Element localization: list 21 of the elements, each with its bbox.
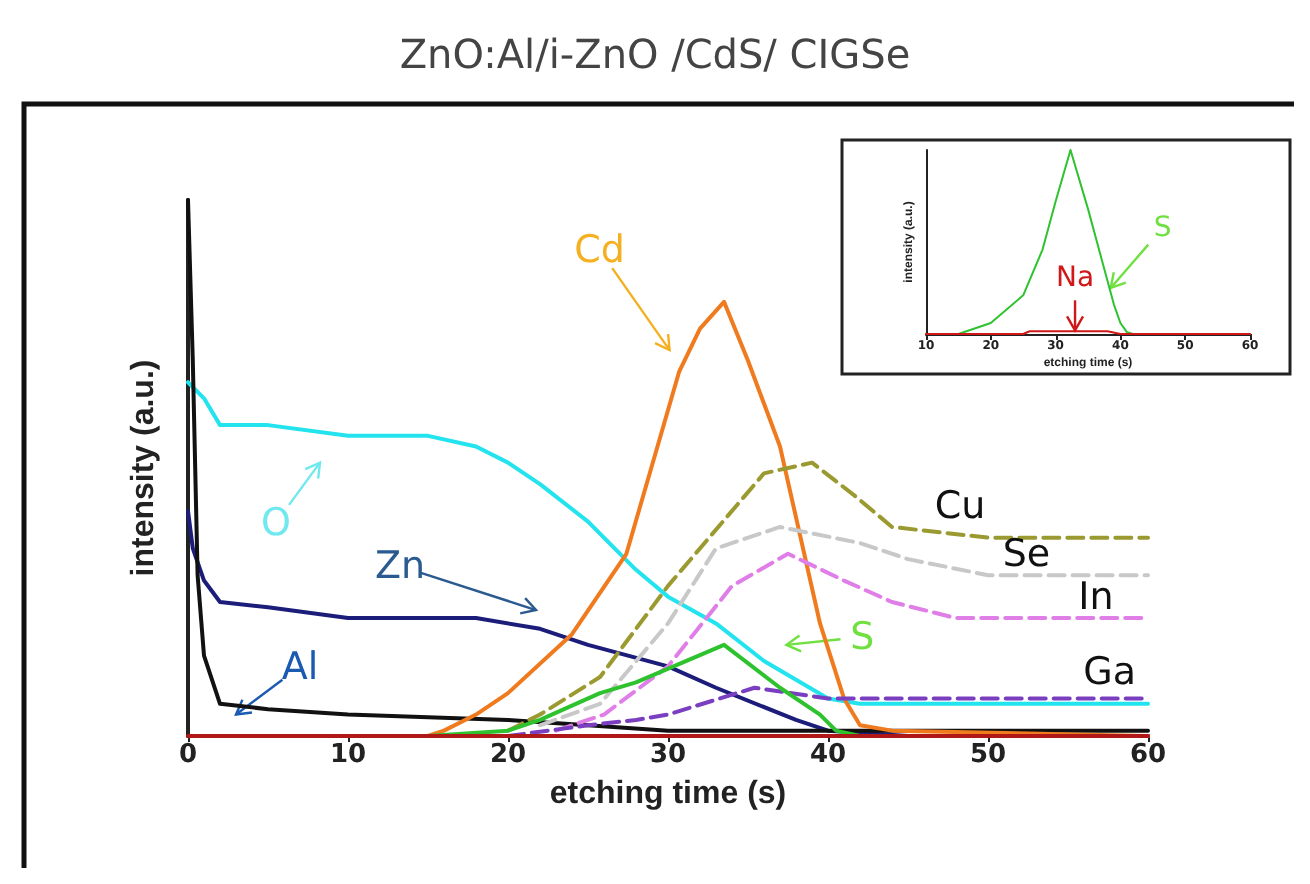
- x-tick-label: 40: [809, 740, 847, 770]
- x-tick-label: 10: [329, 740, 367, 770]
- annotation: Zn: [374, 544, 426, 589]
- annotation: O: [261, 500, 291, 545]
- x-tick-label: 60: [1129, 740, 1167, 770]
- x-tick-label: 30: [649, 740, 687, 770]
- y-axis-title: intensity (a.u.): [127, 359, 161, 577]
- x-tick-label: 50: [969, 740, 1007, 770]
- x-tick-label: 0: [178, 740, 198, 770]
- x-axis-title: etching time (s): [549, 776, 787, 811]
- annotation: Na: [1055, 262, 1095, 295]
- x-tick-label: 20: [489, 740, 527, 770]
- annotation: Al: [281, 644, 319, 689]
- chart-title: ZnO:Al/i-ZnO /CdS/ CIGSe: [399, 30, 911, 78]
- annotation: Ga: [1083, 649, 1136, 694]
- annotation: S: [850, 614, 875, 659]
- annotation: Cd: [574, 228, 625, 273]
- annotation: In: [1078, 574, 1114, 619]
- annotation: Se: [1002, 531, 1051, 576]
- annotation: Cu: [934, 483, 986, 528]
- annotation: S: [1153, 212, 1172, 244]
